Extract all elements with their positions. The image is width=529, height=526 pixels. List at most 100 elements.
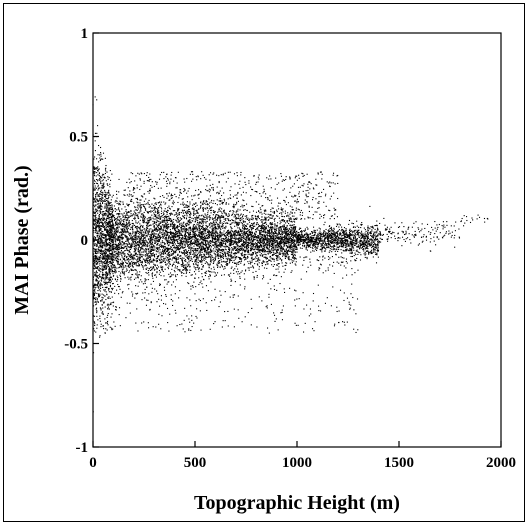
- data-point: [103, 242, 105, 244]
- data-point: [109, 273, 111, 275]
- data-point: [100, 245, 102, 247]
- data-point: [208, 253, 210, 255]
- data-point: [148, 217, 150, 219]
- data-point: [156, 246, 158, 248]
- data-point: [219, 241, 221, 243]
- data-point: [287, 251, 289, 253]
- data-point: [159, 259, 161, 261]
- data-point: [180, 212, 182, 214]
- data-point: [231, 241, 233, 243]
- data-point: [263, 230, 265, 232]
- data-point: [102, 286, 104, 288]
- data-point: [258, 242, 261, 244]
- data-point: [95, 227, 97, 229]
- data-point: [139, 219, 141, 221]
- data-point: [128, 288, 130, 290]
- data-point: [240, 253, 242, 255]
- data-point: [287, 246, 289, 248]
- data-point: [229, 197, 231, 199]
- data-point: [269, 231, 271, 233]
- data-point: [102, 202, 104, 204]
- data-point: [251, 234, 253, 236]
- data-point: [212, 202, 214, 204]
- data-point: [221, 265, 223, 267]
- data-point: [197, 224, 199, 226]
- data-point: [99, 235, 101, 237]
- data-point: [125, 236, 127, 238]
- data-point: [188, 244, 190, 246]
- data-point: [214, 253, 216, 255]
- data-point: [95, 275, 97, 277]
- data-point: [247, 243, 249, 245]
- data-point: [182, 225, 184, 227]
- data-point: [257, 246, 259, 248]
- data-point: [111, 236, 113, 238]
- data-point: [109, 231, 111, 233]
- data-point: [95, 226, 97, 228]
- data-point: [113, 227, 115, 229]
- data-point: [102, 275, 104, 277]
- data-point: [111, 259, 114, 261]
- data-point: [232, 235, 234, 237]
- data-point: [137, 212, 139, 214]
- data-point: [107, 176, 109, 178]
- data-point: [202, 210, 204, 212]
- data-point: [113, 236, 115, 238]
- data-point: [108, 207, 110, 209]
- data-point: [251, 240, 253, 243]
- data-point: [267, 224, 269, 226]
- data-point: [100, 158, 102, 161]
- data-point: [156, 261, 158, 263]
- data-point: [151, 238, 153, 240]
- data-point: [220, 241, 222, 244]
- data-point: [280, 246, 282, 248]
- data-point: [276, 241, 278, 243]
- data-point: [131, 242, 133, 244]
- data-point: [99, 307, 101, 309]
- data-point: [163, 241, 165, 244]
- data-point: [192, 233, 194, 236]
- data-point: [189, 211, 191, 213]
- data-point: [98, 216, 100, 218]
- data-point: [216, 254, 218, 256]
- data-point: [293, 244, 295, 246]
- data-point: [95, 182, 98, 184]
- data-point: [142, 226, 144, 228]
- data-point: [118, 252, 120, 254]
- data-point: [118, 239, 120, 241]
- data-point: [137, 243, 139, 246]
- data-point: [94, 220, 96, 222]
- data-point: [102, 252, 104, 254]
- data-point: [266, 248, 268, 250]
- data-point: [181, 275, 183, 277]
- data-point: [295, 246, 297, 248]
- data-point: [200, 232, 202, 234]
- data-point: [172, 235, 174, 237]
- data-point: [111, 218, 113, 220]
- data-point: [139, 227, 141, 229]
- data-point: [224, 232, 226, 234]
- data-point: [158, 250, 160, 252]
- data-point: [97, 170, 99, 172]
- data-point: [111, 227, 113, 229]
- data-point: [207, 231, 209, 233]
- data-point: [154, 228, 156, 230]
- data-point: [220, 243, 223, 245]
- data-point: [98, 222, 101, 224]
- data-point: [194, 234, 196, 236]
- data-point: [94, 199, 96, 201]
- data-point: [126, 237, 128, 239]
- data-point: [102, 226, 104, 228]
- data-point: [103, 182, 105, 184]
- data-point: [208, 208, 210, 210]
- data-point: [233, 234, 235, 236]
- data-point: [168, 281, 170, 283]
- data-point: [142, 245, 144, 247]
- data-point: [153, 212, 155, 214]
- data-point: [235, 253, 237, 255]
- data-point: [223, 240, 225, 242]
- data-point: [127, 211, 130, 213]
- data-point: [226, 260, 228, 262]
- data-point: [101, 284, 104, 286]
- data-point: [100, 193, 102, 195]
